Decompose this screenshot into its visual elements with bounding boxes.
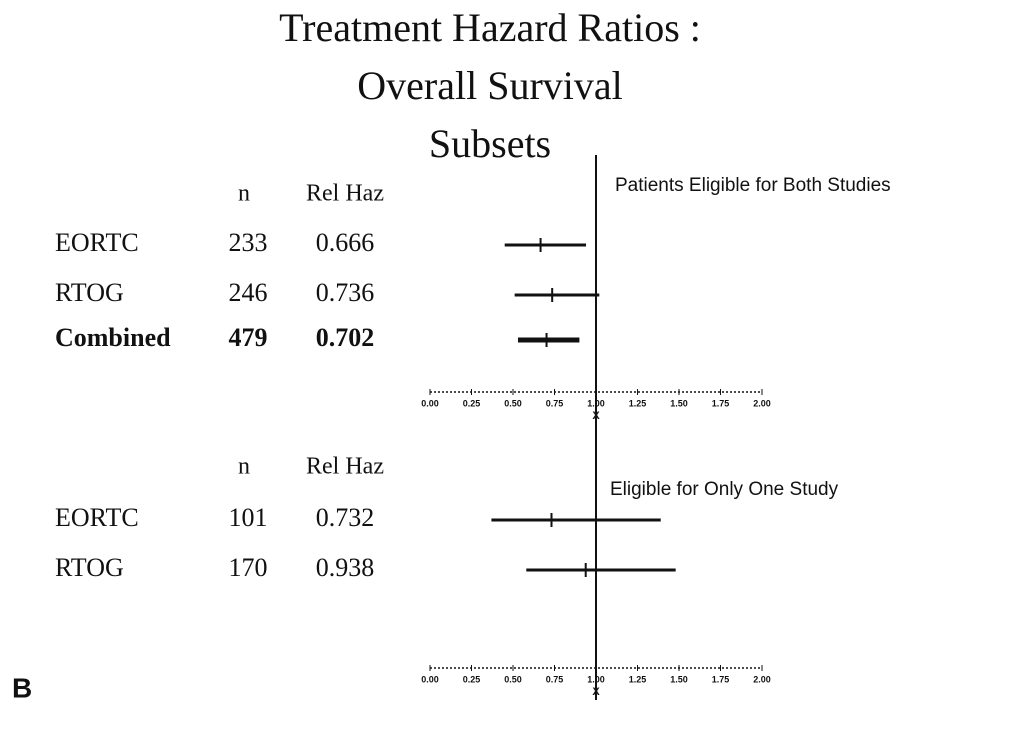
- panel-label: B: [12, 672, 32, 703]
- x-tick-label: 1.50: [670, 674, 688, 684]
- x-tick-label: 1.00: [587, 674, 605, 684]
- x-tick-label: 0.75: [546, 398, 564, 408]
- x-tick-label: 0.50: [504, 674, 522, 684]
- row-n: 101: [229, 503, 268, 532]
- x-tick-label: 0.25: [463, 674, 481, 684]
- row-label: Combined: [55, 323, 171, 352]
- row-rel-haz: 0.938: [316, 553, 375, 582]
- x-tick-label: 1.25: [629, 398, 647, 408]
- row-rel-haz: 0.702: [316, 323, 375, 352]
- row-n: 170: [229, 553, 268, 582]
- x-tick-label: 1.75: [712, 398, 730, 408]
- title-line: Subsets: [429, 121, 551, 166]
- row-label: EORTC: [55, 228, 139, 257]
- x-tick-label: 0.50: [504, 398, 522, 408]
- column-header: n: [238, 454, 250, 480]
- x-tick-label: 1.25: [629, 674, 647, 684]
- row-n: 233: [229, 228, 268, 257]
- row-rel-haz: 0.666: [316, 228, 375, 257]
- x-tick-label: 1.00: [587, 398, 605, 408]
- panel-subtitle: Patients Eligible for Both Studies: [615, 175, 891, 196]
- row-label: RTOG: [55, 278, 124, 307]
- x-tick-label: 0.25: [463, 398, 481, 408]
- x-tick-label: 2.00: [753, 398, 771, 408]
- column-header: n: [238, 181, 250, 207]
- title-line: Overall Survival: [357, 63, 623, 108]
- x-tick-label: 0.75: [546, 674, 564, 684]
- x-tick-label: 1.75: [712, 674, 730, 684]
- x-axis-label: X: [592, 410, 600, 422]
- column-header: Rel Haz: [306, 454, 384, 480]
- row-label: EORTC: [55, 503, 139, 532]
- row-n: 479: [229, 323, 268, 352]
- row-n: 246: [229, 278, 268, 307]
- panel-subtitle: Eligible for Only One Study: [610, 479, 839, 500]
- row-label: RTOG: [55, 553, 124, 582]
- x-tick-label: 0.00: [421, 674, 439, 684]
- column-header: Rel Haz: [306, 181, 384, 207]
- title-line: Treatment Hazard Ratios :: [279, 5, 701, 50]
- x-tick-label: 2.00: [753, 674, 771, 684]
- x-axis-label: X: [592, 686, 600, 698]
- row-rel-haz: 0.732: [316, 503, 375, 532]
- x-tick-label: 0.00: [421, 398, 439, 408]
- x-tick-label: 1.50: [670, 398, 688, 408]
- row-rel-haz: 0.736: [316, 278, 375, 307]
